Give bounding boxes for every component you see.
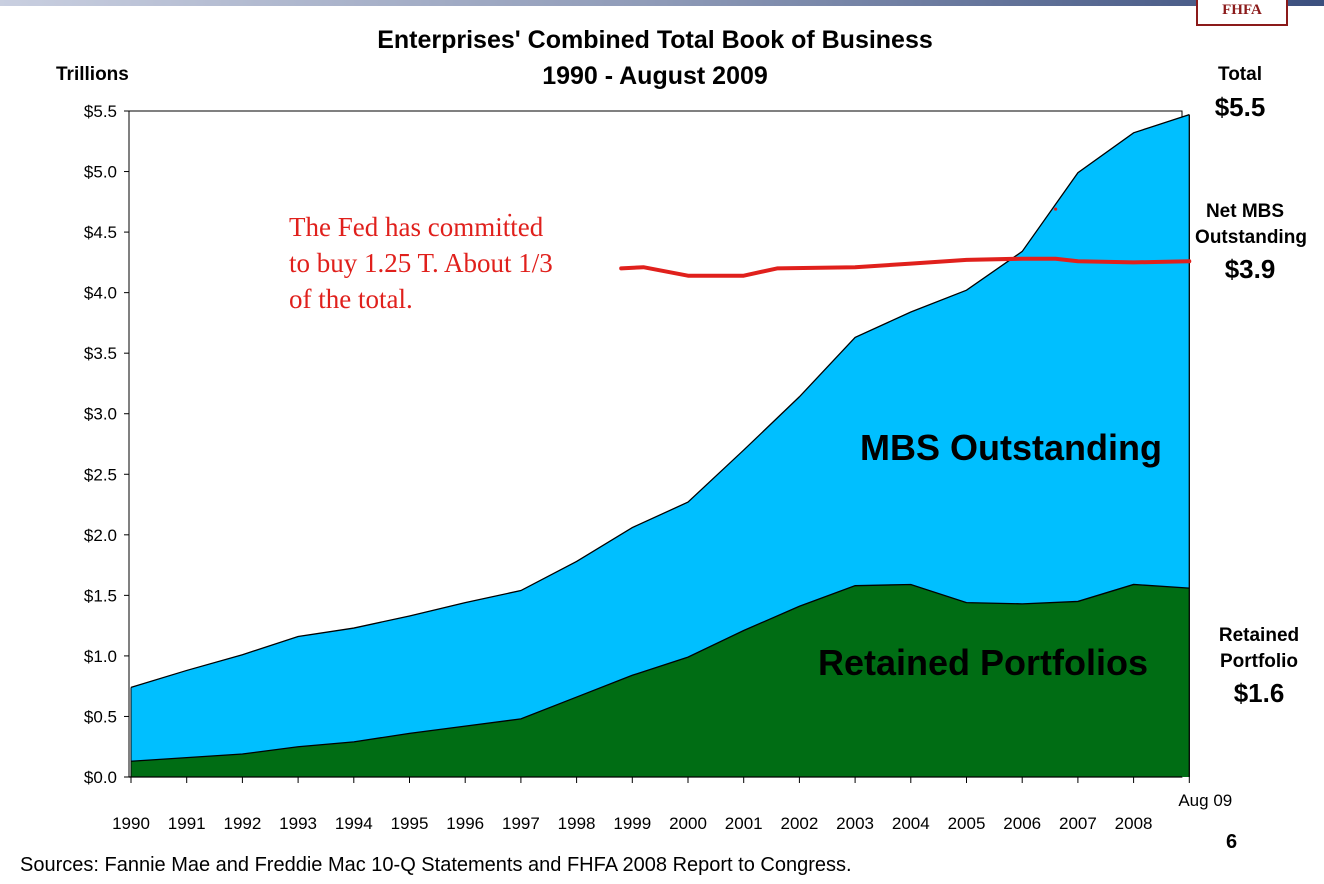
- y-tick-label: $0.0: [84, 768, 117, 787]
- retained-portfolios-area: [131, 584, 1190, 777]
- y-tick-label: $4.5: [84, 223, 117, 242]
- axis-ticks: [124, 110, 1190, 783]
- logo-text: FHFA: [1222, 2, 1262, 18]
- x-tick-label: Aug 09: [1178, 791, 1232, 810]
- x-tick-label: 2005: [948, 814, 986, 833]
- x-tick-label: 1991: [168, 814, 206, 833]
- mbs-outstanding-area: [131, 114, 1190, 762]
- mbs-series-label: MBS Outstanding: [860, 427, 1162, 468]
- retained-outline: [130, 583, 1190, 762]
- net-mbs-value: $3.9: [1224, 254, 1276, 284]
- top-bar: [0, 0, 1324, 6]
- fed-annotation: The Fed has committed to buy 1.25 T. Abo…: [289, 209, 619, 317]
- y-tick-label: $1.0: [84, 647, 117, 666]
- annotation-dot: [1054, 207, 1058, 211]
- y-tick-label: $0.5: [84, 707, 117, 726]
- y-tick-label: $5.0: [84, 163, 117, 182]
- x-tick-label: 2004: [892, 814, 930, 833]
- x-tick-label: 2003: [836, 814, 874, 833]
- y-tick-label: $5.5: [84, 102, 117, 121]
- annotation-dot: [508, 213, 512, 217]
- x-tick-label: 1994: [335, 814, 373, 833]
- net-mbs-label-line2: Outstanding: [1195, 227, 1307, 248]
- x-tick-label: 1996: [446, 814, 484, 833]
- units-label: Trillions: [56, 64, 129, 85]
- y-tick-label: $2.5: [84, 465, 117, 484]
- x-tick-label: 1992: [223, 814, 261, 833]
- y-tick-label: $1.5: [84, 586, 117, 605]
- annotation-line-group: [508, 207, 1192, 278]
- total-label: Total: [1218, 64, 1262, 85]
- annotation-line-1: The Fed has committed: [289, 212, 544, 242]
- sources-note: Sources: Fannie Mae and Freddie Mac 10-Q…: [20, 854, 852, 876]
- x-tick-label: 2008: [1115, 814, 1153, 833]
- net-mbs-label-line1: Net MBS: [1205, 201, 1285, 222]
- x-tick-label: 2002: [780, 814, 818, 833]
- x-tick-label: 1999: [613, 814, 651, 833]
- x-tick-label: 2007: [1059, 814, 1097, 833]
- x-tick-label: 1993: [279, 814, 317, 833]
- chart-title-line1: Enterprises' Combined Total Book of Busi…: [377, 26, 933, 54]
- y-axis-labels: $0.0 $0.5 $1.0 $1.5 $2.0 $2.5 $3.0 $3.5 $4.0 $4.5…: [84, 102, 117, 787]
- x-tick-label: 1990: [112, 814, 150, 833]
- total-value: $5.5: [1214, 92, 1266, 122]
- x-tick-label: 2006: [1003, 814, 1041, 833]
- x-tick-label: 2001: [725, 814, 763, 833]
- x-tick-label: 1997: [502, 814, 540, 833]
- x-tick-label: 1998: [558, 814, 596, 833]
- chart-areas: [129, 114, 1190, 778]
- retained-label-line1: Retained: [1218, 625, 1300, 646]
- retained-value: $1.6: [1233, 678, 1285, 708]
- retained-series-label: Retained Portfolios: [818, 642, 1149, 683]
- fed-commitment-line: [619, 256, 1192, 278]
- x-tick-label: 1995: [391, 814, 429, 833]
- annotation-line-3: of the total.: [289, 284, 413, 314]
- annotation-line-2: to buy 1.25 T. About 1/3: [289, 248, 553, 278]
- y-tick-label: $3.0: [84, 405, 117, 424]
- fhfa-logo: FHFA: [1196, 0, 1288, 26]
- chart-title-line2: 1990 - August 2009: [542, 62, 768, 90]
- retained-label-line2: Portfolio: [1219, 651, 1299, 672]
- y-tick-label: $3.5: [84, 344, 117, 363]
- x-axis-labels: 1990 1991 1992 1993 1994 1995 1996 1997 1998 1999…: [112, 791, 1232, 833]
- page-number: 6: [1226, 831, 1238, 853]
- y-tick-label: $4.0: [84, 284, 117, 303]
- y-tick-label: $2.0: [84, 526, 117, 545]
- x-tick-label: 2000: [669, 814, 707, 833]
